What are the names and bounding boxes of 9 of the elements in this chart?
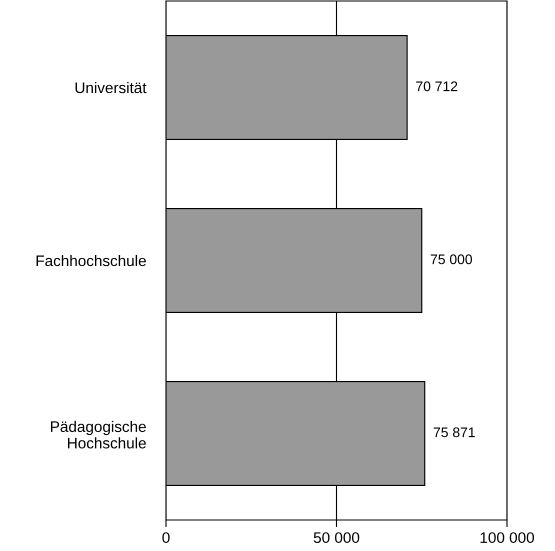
data-label: 70 712: [416, 81, 458, 92]
x-tick-label: 0: [162, 532, 170, 544]
y-tick-label: Fachhochschule: [36, 254, 146, 266]
x-tick-label: 50 000: [314, 532, 360, 544]
data-label: 75 000: [430, 254, 472, 264]
y-tick-label: Universität: [76, 82, 146, 94]
x-tick-label: 100 000: [480, 532, 534, 544]
data-label: 75 871: [434, 427, 475, 438]
y-tick-label: Pädagogische Hochschule: [50, 420, 146, 449]
